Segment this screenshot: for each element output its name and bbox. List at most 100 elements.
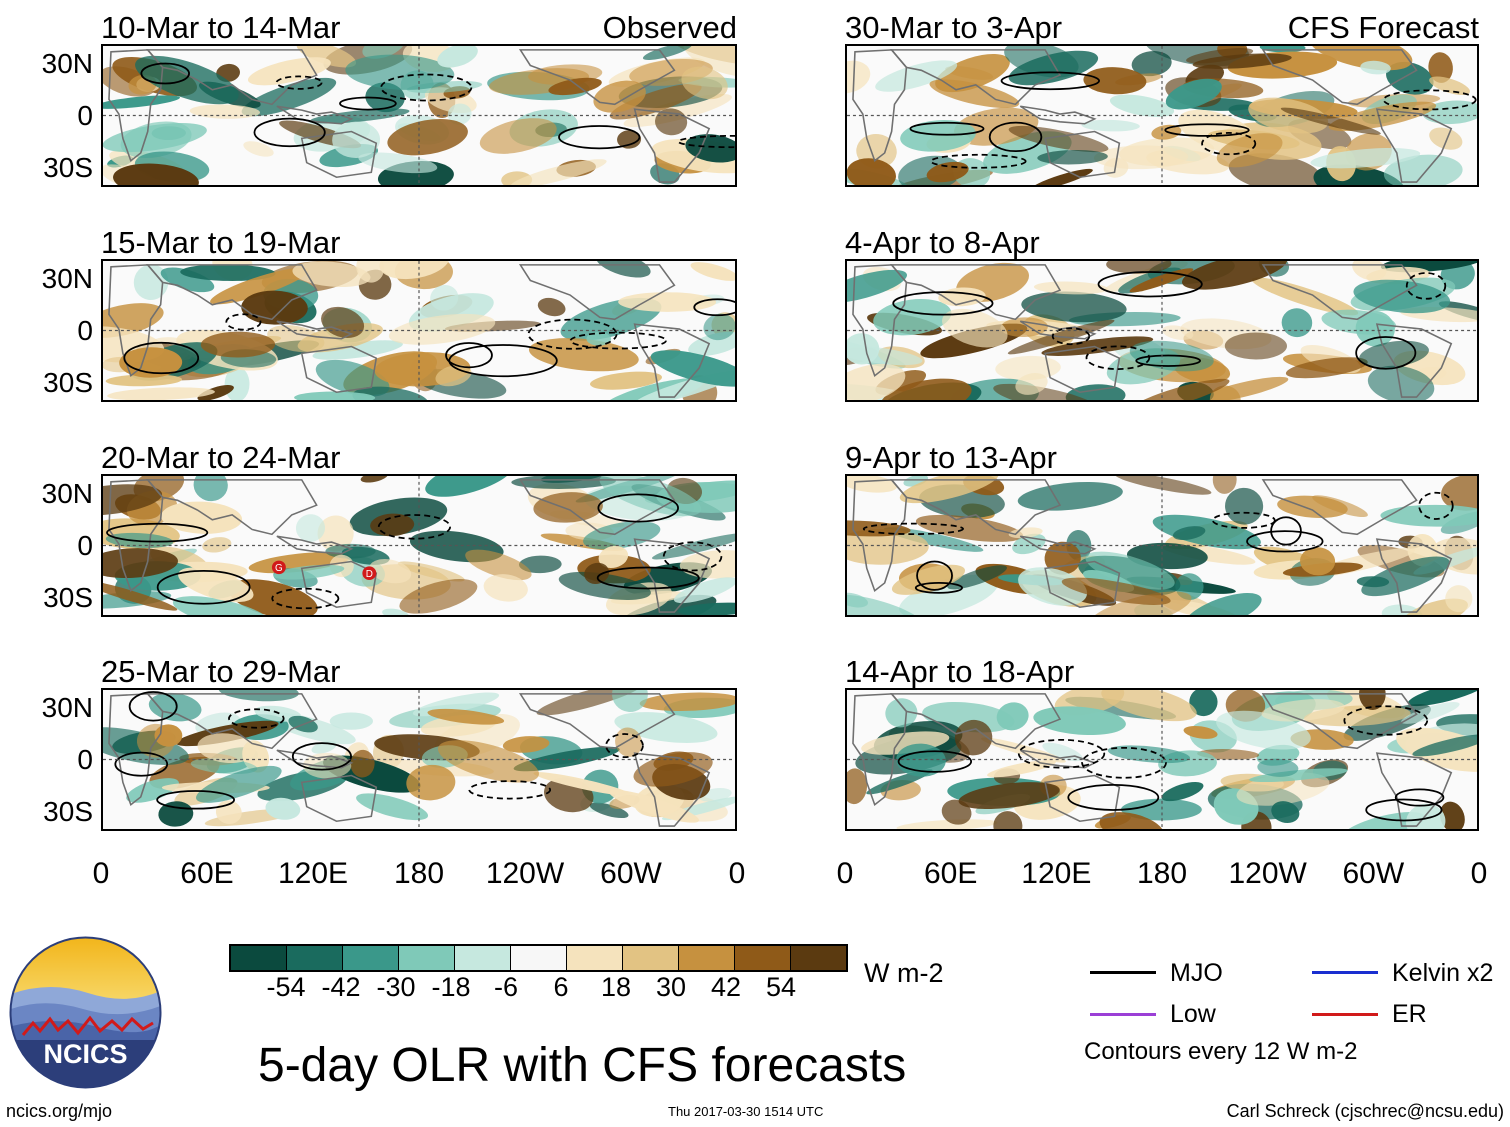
olr-anomaly-blob — [1181, 261, 1288, 290]
olr-anomaly-blob — [350, 749, 375, 778]
olr-anomaly-blob — [135, 55, 239, 105]
legend-kelvin-line — [1312, 971, 1378, 974]
mjo-contour — [123, 341, 200, 375]
olr-anomaly-blob — [589, 371, 662, 390]
mjo-contour — [339, 96, 397, 111]
mjo-contour — [677, 135, 735, 149]
colorbar-label: -54 — [266, 972, 306, 1002]
olr-anomaly-blob — [1429, 76, 1471, 96]
y-label-0: 0 — [77, 529, 93, 561]
continent-outline — [1375, 538, 1453, 613]
y-label-0: 0 — [77, 743, 93, 775]
mjo-contour — [930, 153, 1027, 169]
olr-anomaly-blob — [1030, 168, 1093, 185]
continent-outline — [146, 479, 318, 536]
olr-anomaly-blob — [1017, 481, 1123, 511]
olr-anomaly-blob — [119, 347, 183, 378]
olr-anomaly-blob — [875, 60, 958, 92]
colorbar-swatch — [791, 946, 846, 970]
mjo-contour — [377, 514, 451, 540]
olr-anomaly-blob — [533, 772, 631, 796]
legend-er-label: ER — [1392, 1000, 1427, 1028]
olr-anomaly-blob — [589, 802, 629, 819]
continent-outline — [518, 479, 676, 536]
mjo-contour — [140, 62, 190, 85]
legend-mjo-line — [1090, 971, 1156, 974]
olr-anomaly-blob — [369, 559, 412, 584]
olr-anomaly-blob — [1224, 332, 1288, 360]
mjo-contour — [1097, 271, 1203, 298]
olr-anomaly-blob — [193, 476, 228, 502]
colorbar-swatch — [623, 946, 679, 970]
olr-anomaly-blob — [332, 121, 381, 158]
continent-outline — [633, 108, 711, 183]
olr-anomaly-blob — [1312, 495, 1368, 518]
x-label-0: 0 — [1470, 857, 1488, 890]
olr-anomaly-blob — [502, 736, 550, 753]
mjo-contour — [909, 121, 985, 136]
colorbar-label: -6 — [493, 972, 519, 1002]
y-label-0: 0 — [77, 314, 93, 346]
olr-anomaly-blob — [891, 564, 966, 595]
panel-title-left-2: 15-Mar to 19-Mar — [101, 225, 341, 260]
olr-anomaly-blob — [1440, 476, 1477, 511]
footer-url[interactable]: ncics.org/mjo — [6, 1101, 113, 1121]
olr-anomaly-blob — [1099, 812, 1165, 829]
olr-anomaly-blob — [362, 46, 405, 59]
olr-anomaly-blob — [295, 514, 326, 542]
olr-anomaly-blob — [1008, 125, 1109, 153]
olr-anomaly-blob — [880, 378, 972, 400]
continent-outline — [889, 693, 1062, 750]
olr-anomaly-blob — [615, 727, 643, 757]
colorbar-swatch — [511, 946, 567, 970]
continent-outline — [1044, 560, 1121, 609]
continent-outline — [300, 560, 378, 609]
olr-anomaly-blob — [847, 528, 929, 565]
olr-anomaly-blob — [1120, 798, 1202, 821]
mjo-contour — [291, 742, 352, 771]
olr-anomaly-blob — [847, 363, 906, 400]
olr-anomaly-blob — [200, 331, 276, 358]
olr-anomaly-blob — [996, 702, 1029, 731]
olr-anomaly-blob — [873, 299, 952, 336]
olr-anomaly-blob — [1107, 745, 1191, 764]
legend-note: Contours every 12 W m-2 — [1084, 1038, 1358, 1065]
olr-anomaly-blob — [558, 571, 651, 600]
olr-anomaly-blob — [387, 118, 468, 156]
olr-anomaly-blob — [133, 264, 169, 301]
olr-anomaly-blob — [180, 264, 276, 281]
olr-anomaly-blob — [1422, 100, 1477, 125]
olr-map-right-2 — [845, 259, 1479, 402]
olr-anomaly-blob — [1281, 308, 1313, 338]
olr-anomaly-blob — [685, 134, 735, 163]
olr-anomaly-blob — [583, 521, 661, 550]
x-label-0: 0 — [92, 857, 110, 890]
mjo-contour — [892, 291, 994, 316]
colorbar-swatch — [679, 946, 735, 970]
olr-anomaly-blob — [688, 331, 735, 356]
panel-title-left-1: 10-Mar to 14-Mar — [101, 10, 341, 45]
olr-anomaly-blob — [511, 476, 616, 489]
storm-marker-label: G — [275, 563, 283, 574]
olr-anomaly-blob — [651, 533, 735, 560]
olr-anomaly-blob — [847, 345, 923, 366]
olr-anomaly-blob — [107, 387, 215, 400]
olr-anomaly-blob — [586, 332, 612, 346]
mjo-contour — [1418, 491, 1454, 520]
colorbar-label: 30 — [655, 972, 687, 1002]
panel-title-right-1: 30-Mar to 3-Apr — [845, 10, 1063, 45]
mjo-contour — [1355, 336, 1417, 370]
olr-anomaly-blob — [160, 267, 215, 293]
olr-anomaly-blob — [1412, 734, 1477, 757]
continent-outline — [276, 535, 354, 555]
olr-anomaly-blob — [103, 548, 178, 579]
mjo-contour — [448, 344, 558, 378]
continent-outline — [1261, 693, 1418, 750]
olr-anomaly-blob — [197, 385, 234, 400]
mjo-contour — [275, 75, 323, 90]
mjo-contour — [156, 790, 235, 810]
olr-anomaly-blob — [1367, 365, 1435, 400]
olr-anomaly-blob — [681, 66, 728, 100]
mjo-contour — [569, 331, 667, 350]
legend-low-label: Low — [1170, 1000, 1216, 1028]
